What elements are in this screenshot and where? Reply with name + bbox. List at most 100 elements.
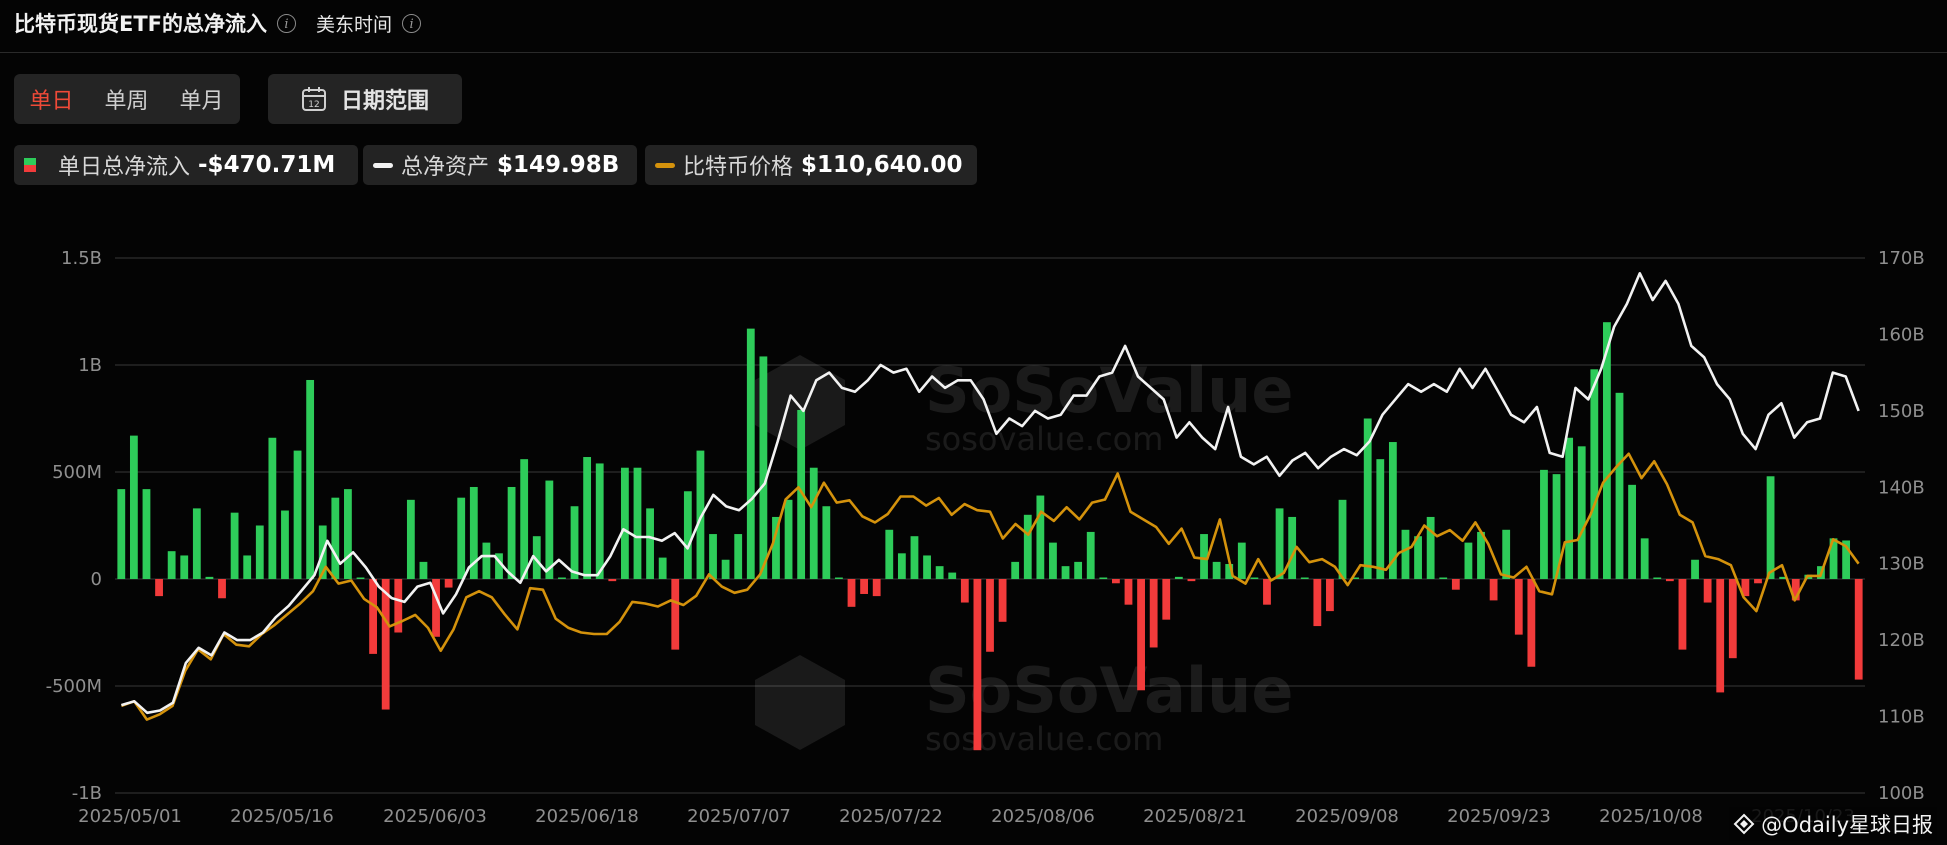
- inflow-bar[interactable]: [948, 572, 957, 579]
- inflow-bar[interactable]: [281, 510, 289, 579]
- inflow-bar[interactable]: [1514, 579, 1523, 635]
- inflow-bar[interactable]: [306, 379, 315, 579]
- inflow-bar[interactable]: [721, 559, 730, 579]
- inflow-bar[interactable]: [406, 499, 415, 579]
- inflow-bar[interactable]: [1540, 469, 1548, 579]
- inflow-bar[interactable]: [822, 506, 831, 579]
- inflow-bar[interactable]: [633, 467, 642, 579]
- inflow-bar[interactable]: [583, 457, 592, 579]
- inflow-bar[interactable]: [608, 579, 617, 582]
- inflow-bar[interactable]: [646, 508, 654, 579]
- inflow-bar[interactable]: [167, 551, 176, 579]
- inflow-bar[interactable]: [1502, 529, 1511, 579]
- inflow-bar[interactable]: [709, 534, 717, 579]
- inflow-bar[interactable]: [1716, 579, 1725, 693]
- inflow-bar[interactable]: [469, 486, 478, 579]
- inflow-bar[interactable]: [1376, 459, 1385, 579]
- inflow-bar[interactable]: [1754, 579, 1762, 584]
- inflow-bar[interactable]: [1640, 538, 1649, 579]
- inflow-bar[interactable]: [1439, 577, 1448, 580]
- inflow-bar[interactable]: [772, 516, 780, 579]
- inflow-bar[interactable]: [1552, 474, 1561, 579]
- inflow-bar[interactable]: [331, 497, 340, 579]
- inflow-bar[interactable]: [1665, 579, 1674, 582]
- inflow-bar[interactable]: [1326, 579, 1334, 612]
- inflow-bar[interactable]: [671, 579, 680, 650]
- inflow-bar[interactable]: [696, 450, 705, 579]
- inflow-bar[interactable]: [1363, 418, 1372, 580]
- inflow-bar[interactable]: [1653, 577, 1662, 580]
- inflow-bar[interactable]: [1791, 579, 1800, 601]
- inflow-bar[interactable]: [1603, 322, 1611, 579]
- inflow-bar[interactable]: [1023, 514, 1032, 579]
- inflow-bar[interactable]: [1313, 579, 1322, 627]
- inflow-bar[interactable]: [155, 579, 163, 597]
- btc-price-line[interactable]: [120, 452, 1860, 721]
- inflow-bar[interactable]: [658, 557, 667, 579]
- inflow-bar[interactable]: [897, 553, 906, 579]
- inflow-bar[interactable]: [595, 463, 604, 579]
- inflow-bar[interactable]: [1728, 579, 1737, 659]
- tab-weekly[interactable]: 单周: [104, 89, 149, 114]
- inflow-bar[interactable]: [973, 579, 982, 751]
- inflow-bar[interactable]: [986, 579, 994, 652]
- inflow-bar[interactable]: [356, 577, 365, 580]
- inflow-bar[interactable]: [1388, 442, 1397, 579]
- inflow-bar[interactable]: [1426, 516, 1435, 579]
- date-range-button[interactable]: 12 日期范围: [268, 74, 462, 124]
- inflow-bar[interactable]: [1414, 536, 1422, 579]
- inflow-bar[interactable]: [872, 579, 881, 597]
- inflow-bar[interactable]: [129, 435, 138, 579]
- inflow-bar[interactable]: [230, 512, 239, 579]
- inflow-bar[interactable]: [1338, 499, 1347, 579]
- inflow-bar[interactable]: [1477, 531, 1485, 579]
- inflow-bar[interactable]: [1200, 534, 1208, 579]
- inflow-bar[interactable]: [1565, 437, 1574, 579]
- inflow-bar[interactable]: [1036, 495, 1045, 579]
- inflow-bar[interactable]: [809, 467, 818, 579]
- inflow-bar[interactable]: [1741, 579, 1750, 597]
- inflow-bar[interactable]: [759, 356, 768, 579]
- inflow-bar[interactable]: [1401, 529, 1410, 579]
- inflow-bar[interactable]: [620, 467, 629, 579]
- inflow-bar[interactable]: [998, 579, 1007, 622]
- inflow-bar[interactable]: [797, 409, 806, 579]
- inflow-bar[interactable]: [520, 459, 529, 579]
- inflow-bar[interactable]: [570, 506, 579, 579]
- inflow-bar[interactable]: [432, 579, 440, 637]
- inflow-bar[interactable]: [1225, 564, 1234, 579]
- inflow-bar[interactable]: [419, 561, 428, 579]
- inflow-bar[interactable]: [1451, 579, 1460, 590]
- inflow-bar[interactable]: [1074, 561, 1083, 579]
- inflow-bar[interactable]: [1187, 579, 1196, 582]
- total-assets-line[interactable]: [121, 271, 1860, 715]
- legend-total-assets[interactable]: 总净资产 $149.98B: [363, 145, 637, 185]
- inflow-bar[interactable]: [1174, 576, 1183, 579]
- inflow-bar[interactable]: [1489, 579, 1498, 601]
- inflow-bar[interactable]: [835, 577, 843, 580]
- inflow-bar[interactable]: [746, 328, 755, 579]
- inflow-bar[interactable]: [1300, 577, 1309, 580]
- inflow-bar[interactable]: [784, 499, 793, 579]
- inflow-bar[interactable]: [1137, 579, 1145, 691]
- inflow-bar[interactable]: [910, 536, 919, 579]
- legend-net-inflow[interactable]: 单日总净流入 -$470.71M: [14, 145, 358, 185]
- inflow-bar[interactable]: [1149, 579, 1158, 648]
- inflow-bar[interactable]: [1061, 566, 1070, 579]
- inflow-bar[interactable]: [268, 437, 277, 579]
- inflow-bar[interactable]: [507, 486, 516, 579]
- inflow-bar[interactable]: [1351, 577, 1360, 580]
- inflow-bar[interactable]: [545, 480, 554, 579]
- inflow-bar[interactable]: [1829, 538, 1838, 579]
- inflow-bar[interactable]: [255, 525, 264, 580]
- inflow-bar[interactable]: [1275, 508, 1284, 579]
- inflow-bar[interactable]: [1854, 579, 1863, 680]
- inflow-bar[interactable]: [1049, 542, 1057, 579]
- inflow-bar[interactable]: [394, 579, 403, 633]
- timezone-info-icon[interactable]: i: [402, 13, 422, 33]
- inflow-bar[interactable]: [1111, 579, 1120, 584]
- tab-daily[interactable]: 单日: [29, 89, 74, 114]
- inflow-bar[interactable]: [205, 576, 214, 579]
- inflow-bar[interactable]: [860, 579, 869, 594]
